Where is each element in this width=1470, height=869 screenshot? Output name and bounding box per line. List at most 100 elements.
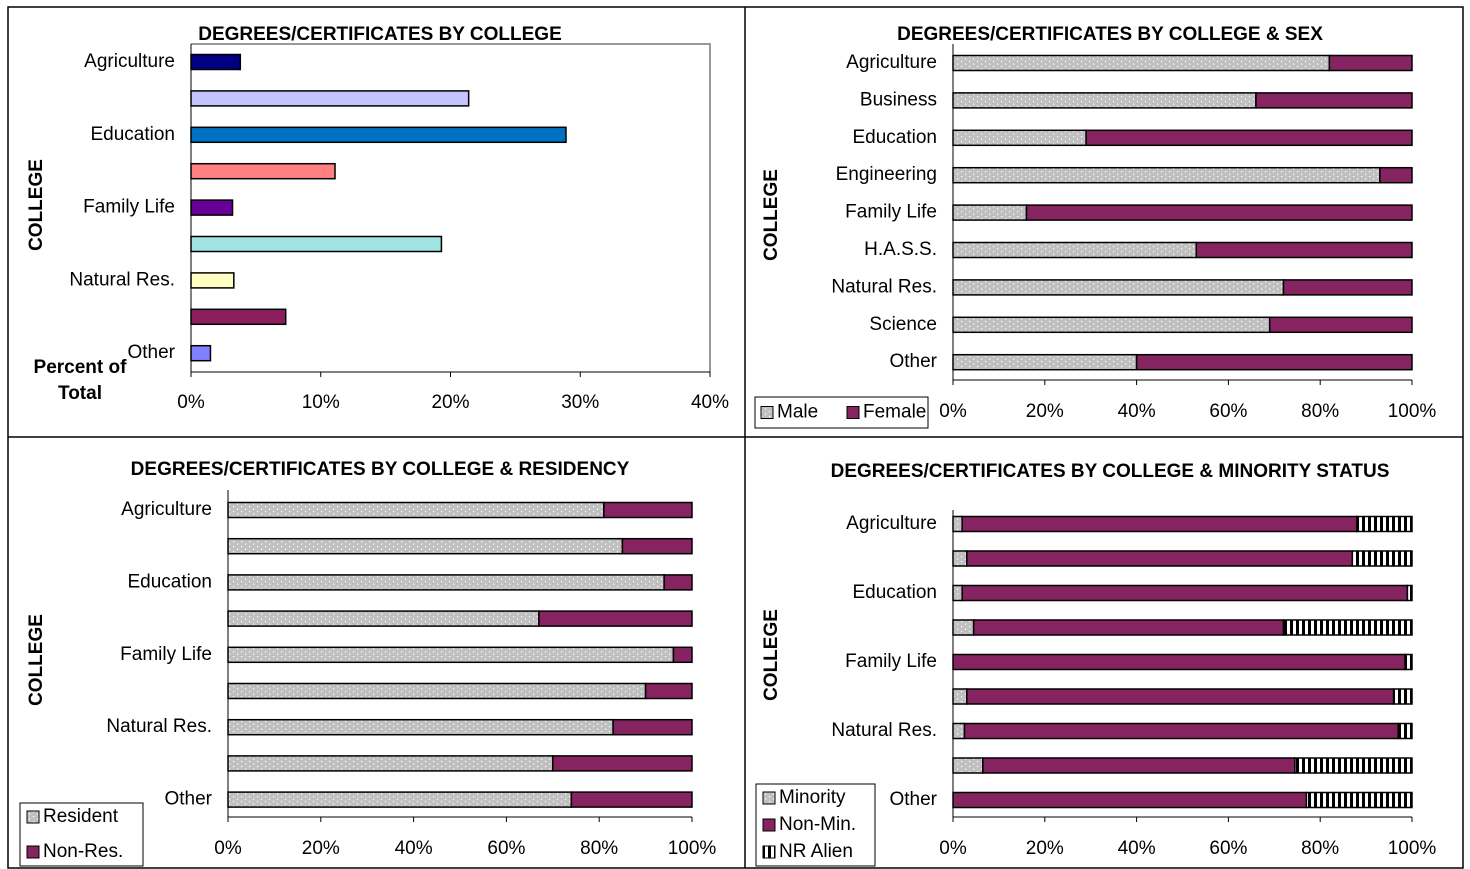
bar-segment	[1268, 316, 1413, 334]
category-label: Education	[90, 124, 175, 145]
category-label: Education	[852, 127, 937, 148]
category-label: Other	[889, 789, 937, 810]
bar-segment	[227, 501, 605, 519]
x-tick-label: 20%	[1026, 401, 1064, 422]
bar	[190, 235, 443, 253]
category-label: Natural Res.	[831, 720, 937, 741]
bar	[190, 344, 212, 362]
bar-segment	[227, 537, 624, 555]
x-tick-label: 40%	[395, 838, 433, 859]
bar-segment	[952, 353, 1138, 371]
category-label: Family Life	[120, 644, 212, 665]
category-label: Natural Res.	[69, 269, 175, 290]
category-label: H.A.S.S.	[864, 239, 937, 260]
bar	[190, 308, 287, 326]
legend-swatch	[760, 406, 774, 419]
bar-segment	[952, 241, 1198, 259]
legend-label: NR Alien	[779, 841, 853, 862]
bar-segment	[1085, 129, 1413, 147]
bar-segment	[612, 718, 693, 736]
category-label: Agriculture	[846, 52, 937, 73]
bar-segment	[952, 688, 968, 705]
bar-segment	[952, 619, 975, 636]
bar-segment	[227, 610, 540, 627]
x-tick-label: 0%	[214, 838, 242, 859]
category-label: Other	[164, 789, 212, 810]
category-label: Family Life	[845, 651, 937, 672]
legend-box	[754, 396, 929, 429]
chart-title: DEGREES/CERTIFICATES BY COLLEGE	[198, 24, 562, 45]
bar-segment	[952, 279, 1285, 296]
x-tick-label: 100%	[1388, 401, 1437, 422]
bar-segment	[227, 755, 554, 772]
category-label: Family Life	[83, 197, 175, 218]
x-tick-label: 0%	[939, 838, 967, 859]
legend-label: Non-Min.	[779, 814, 856, 835]
bar-segment	[952, 316, 1271, 334]
bar-segment	[961, 584, 1409, 602]
category-label: Education	[852, 582, 937, 603]
legend-swatch	[26, 810, 40, 824]
category-label: Natural Res.	[831, 276, 937, 297]
bar	[190, 126, 567, 144]
bar-segment	[672, 646, 693, 664]
category-label: Other	[127, 342, 175, 363]
x-tick-label: 20%	[302, 838, 340, 859]
x-tick-label: 80%	[1301, 401, 1339, 422]
bar-segment	[966, 688, 1395, 705]
category-label: Family Life	[845, 202, 937, 223]
bar	[190, 162, 336, 180]
bar-segment	[227, 682, 647, 700]
bar-segment	[621, 537, 693, 555]
chart-title: DEGREES/CERTIFICATES BY COLLEGE & RESIDE…	[131, 459, 630, 480]
chart-title: DEGREES/CERTIFICATES BY COLLEGE & MINORI…	[830, 461, 1390, 482]
bar-segment	[952, 92, 1257, 109]
bar-segment	[1255, 92, 1413, 109]
bar-segment	[952, 653, 1406, 671]
legend-swatch	[762, 845, 776, 859]
category-label: Agriculture	[846, 513, 937, 534]
y-axis-label: COLLEGE	[26, 614, 47, 706]
bar-segment	[1282, 619, 1413, 636]
bar-segment	[952, 550, 968, 567]
x-tick-label: 40%	[691, 392, 729, 413]
legend-label: Female	[863, 402, 926, 423]
x-tick-label: 60%	[1209, 838, 1247, 859]
bar-segment	[952, 722, 966, 740]
bar-segment	[952, 791, 1308, 809]
bar-segment	[1397, 722, 1413, 740]
bar-segment	[1282, 279, 1413, 296]
category-label: Business	[860, 89, 937, 110]
bar-segment	[952, 515, 963, 533]
category-label: Science	[869, 314, 937, 335]
legend-label: Minority	[779, 787, 846, 808]
bar-segment	[961, 515, 1358, 533]
bar-segment	[227, 574, 665, 591]
x-tick-label: 10%	[302, 392, 340, 413]
bar	[190, 272, 235, 289]
x-tick-label: 80%	[580, 838, 618, 859]
bar-segment	[1406, 584, 1413, 602]
legend-swatch	[26, 845, 40, 859]
x-tick-label: 0%	[939, 401, 967, 422]
y-axis-label: COLLEGE	[761, 609, 782, 701]
legend-swatch	[762, 818, 776, 832]
x-tick-label: 20%	[1026, 838, 1064, 859]
bar	[190, 199, 234, 216]
legend-swatch	[762, 791, 776, 805]
bar	[190, 53, 242, 71]
legend-label: Non-Res.	[43, 841, 123, 862]
category-label: Other	[889, 351, 937, 372]
category-label: Engineering	[836, 164, 937, 185]
bar-segment	[227, 646, 675, 664]
x-tick-label: 100%	[1388, 838, 1437, 859]
bar-segment	[1351, 550, 1413, 567]
bar-segment	[963, 722, 1399, 740]
legend-label: Male	[777, 402, 818, 423]
bar-segment	[982, 757, 1296, 774]
legend-box	[755, 783, 876, 867]
y-axis-label: COLLEGE	[761, 169, 782, 261]
bar-segment	[227, 791, 573, 808]
x-tick-label: 60%	[487, 838, 525, 859]
